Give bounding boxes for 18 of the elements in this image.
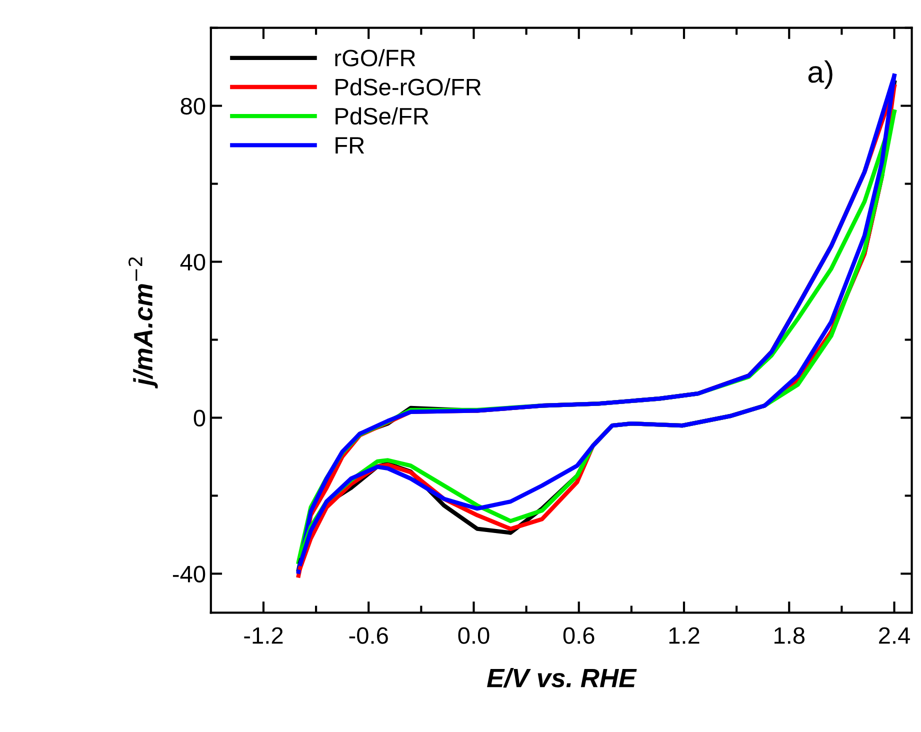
x-tick-label: -0.6 [349, 627, 388, 644]
legend-label: rGO/FR [335, 49, 416, 66]
annotation: a) [808, 60, 832, 89]
x-tick-label: 1.8 [774, 627, 805, 644]
y-tick-label: 40 [180, 254, 206, 271]
legend-label: PdSe/FR [336, 107, 428, 125]
legend-label: PdSe-rGO/FR [336, 78, 481, 96]
x-tick-label: 2.4 [879, 627, 910, 644]
legend-label: FR [336, 137, 364, 154]
x-tick-label: 0.0 [458, 627, 490, 644]
y-axis-title: j/mA.cm$^{−2}$ [128, 257, 158, 389]
x-tick-label: -1.2 [244, 627, 283, 644]
y-tick-label: 80 [180, 98, 206, 115]
x-tick-label: 1.2 [669, 627, 700, 644]
y-tick-label: 0 [194, 410, 206, 427]
y-tick-label: -40 [172, 566, 206, 582]
x-axis-title: E/V vs. RHE [487, 668, 637, 688]
x-tick-label: 0.6 [563, 627, 594, 644]
